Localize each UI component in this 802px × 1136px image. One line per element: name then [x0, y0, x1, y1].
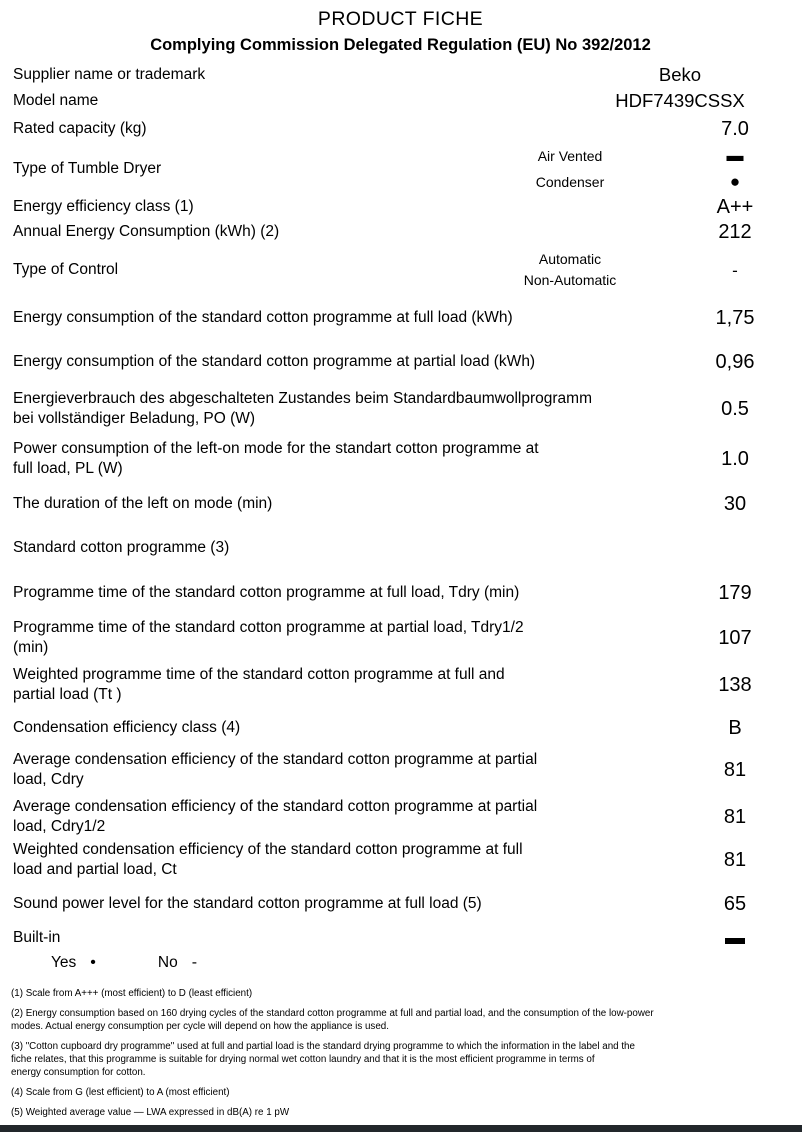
table-row-weighted-time: Weighted programme time of the standard …: [11, 660, 790, 710]
option-label-air-vented: Air Vented: [537, 148, 603, 164]
row-options: Automatic Non-Automatic: [470, 249, 670, 291]
row-label: Sound power level for the standard cotto…: [13, 894, 482, 912]
table-row-condensation-class: Condensation efficiency class (4) B: [11, 710, 790, 745]
table-row-capacity: Rated capacity (kg) 7.0: [11, 114, 790, 143]
row-value: 0,96: [715, 350, 755, 373]
row-label: Annual Energy Consumption (kWh) (2): [13, 223, 280, 240]
dash-icon: -: [732, 260, 738, 280]
row-label: Standard cotton programme (3): [13, 538, 230, 556]
table-row-supplier: Supplier name or trademark Beko: [11, 62, 790, 88]
row-label: The duration of the left on mode (min): [13, 495, 273, 512]
footnote-5: (5) Weighted average value — LWA express…: [11, 1107, 290, 1118]
row-value: B: [728, 716, 742, 739]
row-label: Built-in: [13, 928, 61, 946]
option-label-automatic: Automatic: [538, 251, 602, 267]
row-value: 81: [723, 849, 747, 871]
fiche-header: PRODUCT FICHE Complying Commission Deleg…: [11, 8, 790, 56]
table-row-model: Model name HDF7439CSSX: [11, 88, 790, 114]
dash-bold-icon: ▬: [725, 926, 745, 949]
row-value: 0.5: [721, 398, 749, 420]
table-row-condensation-cdry: Average condensation efficiency of the s…: [11, 745, 790, 795]
row-value: 1,75: [715, 306, 755, 329]
table-row-condensation-ct: Weighted condensation efficiency of the …: [11, 838, 790, 882]
row-label: Condensation efficiency class (4): [13, 718, 241, 736]
dash-icon: -: [191, 953, 198, 971]
row-value: 1.0: [721, 448, 749, 470]
row-value: 81: [723, 759, 747, 781]
table-row-energy-class: Energy efficiency class (1) A++: [11, 195, 790, 219]
yes-label: Yes: [51, 953, 77, 971]
table-row-sound-power: Sound power level for the standard cotto…: [11, 882, 790, 925]
dash-bold-icon: ▬: [726, 146, 744, 165]
row-value: 30: [723, 493, 747, 515]
table-row-annual-consumption: Annual Energy Consumption (kWh) (2) 212: [11, 219, 790, 245]
dot-filled-icon: ●: [729, 172, 741, 191]
row-label: Energy consumption of the standard cotto…: [13, 352, 536, 370]
table-row-time-full-load: Programme time of the standard cotton pr…: [11, 570, 790, 615]
footnote-2: (2) Energy consumption based on 160 dryi…: [11, 1008, 654, 1032]
row-label: Average condensation efficiency of the s…: [13, 751, 538, 788]
fiche-table: Supplier name or trademark Beko Model na…: [11, 62, 790, 975]
row-label: Weighted condensation efficiency of the …: [13, 841, 523, 878]
row-label: Programme time of the standard cotton pr…: [13, 583, 520, 601]
footnotes: (1) Scale from A+++ (most efficient) to …: [11, 987, 790, 1119]
page-subtitle: Complying Commission Delegated Regulatio…: [150, 36, 651, 54]
table-row-off-mode-power: Energieverbrauch des abgeschalteten Zust…: [11, 383, 790, 435]
row-value: 65: [723, 892, 747, 915]
row-label: Model name: [13, 92, 99, 109]
row-label: Energy efficiency class (1): [13, 198, 194, 215]
row-label: Type of Tumble Dryer: [13, 160, 162, 177]
table-row-built-in: Built-in ▬: [11, 925, 790, 950]
table-row-time-partial-load: Programme time of the standard cotton pr…: [11, 615, 790, 660]
row-label: Energy consumption of the standard cotto…: [13, 308, 513, 326]
row-value: 81: [723, 805, 747, 828]
table-row-left-on-power: Power consumption of the left-on mode fo…: [11, 435, 790, 483]
builtin-options-row: Yes • No -: [51, 950, 790, 975]
row-value: HDF7439CSSX: [615, 90, 745, 111]
row-value: 179: [718, 581, 752, 604]
row-value: 138: [718, 674, 752, 696]
row-label: Programme time of the standard cotton pr…: [13, 618, 524, 656]
footnote-1: (1) Scale from A+++ (most efficient) to …: [11, 988, 253, 999]
row-label: Supplier name or trademark: [13, 66, 206, 83]
dot-small-icon: •: [90, 953, 96, 971]
row-value: 7.0: [721, 117, 749, 140]
row-value: -: [680, 260, 790, 281]
row-label: Weighted programme time of the standard …: [13, 666, 505, 703]
table-row-standard-programme: Standard cotton programme (3): [11, 525, 790, 570]
row-value: A++: [716, 196, 754, 218]
footnote-3: (3) "Cotton cupboard dry programme" used…: [11, 1041, 635, 1078]
row-value: 107: [718, 626, 752, 649]
row-label: Type of Control: [13, 261, 119, 278]
table-row-condensation-cdry12: Average condensation efficiency of the s…: [11, 795, 790, 838]
option-label-non-automatic: Non-Automatic: [523, 272, 617, 288]
footnote-4: (4) Scale from G (lest efficient) to A (…: [11, 1087, 230, 1098]
table-row-energy-full-load: Energy consumption of the standard cotto…: [11, 295, 790, 340]
row-label: Energieverbrauch des abgeschalteten Zust…: [13, 390, 592, 427]
table-row-energy-partial-load: Energy consumption of the standard cotto…: [11, 340, 790, 383]
table-row-dryer-type: Type of Tumble Dryer Air Vented Condense…: [11, 143, 790, 195]
table-row-left-on-duration: The duration of the left on mode (min) 3…: [11, 483, 790, 525]
row-label: Average condensation efficiency of the s…: [13, 797, 538, 835]
row-value: Beko: [658, 64, 702, 85]
no-label: No: [157, 953, 178, 971]
row-value: 212: [718, 221, 752, 243]
row-options: Air Vented Condenser: [470, 143, 670, 195]
row-label: Power consumption of the left-on mode fo…: [13, 440, 539, 477]
table-row-control-type: Type of Control Automatic Non-Automatic …: [11, 245, 790, 295]
page-title: PRODUCT FICHE: [317, 8, 484, 30]
row-label: Rated capacity (kg): [13, 119, 147, 137]
row-value: ▬ ●: [680, 143, 790, 195]
page-bottom-border: [0, 1125, 802, 1132]
option-label-condenser: Condenser: [535, 174, 605, 190]
